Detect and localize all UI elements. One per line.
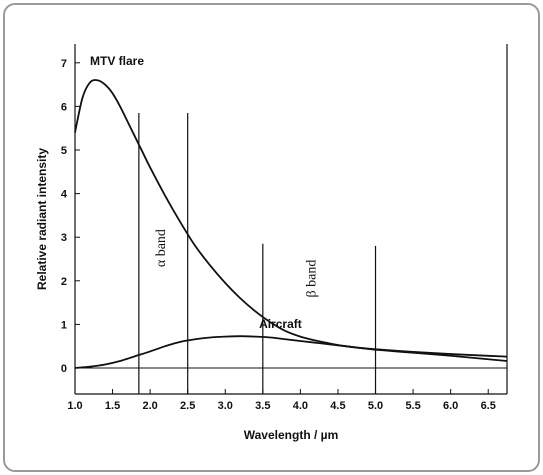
y-tick-label: 2 <box>61 276 67 288</box>
x-tick-label: 6.0 <box>443 400 458 412</box>
y-tick-label: 3 <box>61 232 67 244</box>
annotations-group: MTV flare Aircraft α band β band <box>90 54 319 331</box>
annotation-mtv-flare: MTV flare <box>90 54 144 68</box>
axes-group <box>74 44 508 395</box>
x-axis-title: Wavelength / µm <box>244 428 338 442</box>
y-axis-title: Relative radiant intensity <box>35 148 49 290</box>
y-tick-label: 6 <box>61 101 67 113</box>
x-tick-label: 4.0 <box>293 400 308 412</box>
y-tick-label: 1 <box>61 319 67 331</box>
y-tick-label: 4 <box>61 189 68 201</box>
band-lines-group <box>138 112 377 394</box>
y-tick-label: 0 <box>61 363 67 375</box>
x-tick-label: 5.5 <box>405 400 420 412</box>
annotation-band: α band <box>154 229 169 267</box>
x-tick-label: 2.5 <box>180 400 195 412</box>
annotation-band: β band <box>304 260 319 298</box>
curves-group <box>74 79 508 369</box>
x-tick-label: 3.0 <box>218 400 233 412</box>
y-tick-label: 7 <box>61 58 67 70</box>
x-tick-label: 4.5 <box>330 400 345 412</box>
x-tick-label: 5.0 <box>368 400 383 412</box>
annotation-aircraft: Aircraft <box>259 317 302 331</box>
x-tick-label: 1.5 <box>105 400 120 412</box>
ticks-group: 1.0 1.5 2.0 2.5 3.0 3.5 4.0 4.5 5.0 5.5 6.0 6.5 0 1 2 3… <box>61 58 496 412</box>
x-tick-label: 2.0 <box>142 400 157 412</box>
x-tick-label: 1.0 <box>67 400 82 412</box>
x-tick-label: 3.5 <box>255 400 270 412</box>
y-tick-label: 5 <box>61 145 67 157</box>
series-line-aircraft <box>74 335 508 369</box>
x-tick-label: 6.5 <box>481 400 496 412</box>
